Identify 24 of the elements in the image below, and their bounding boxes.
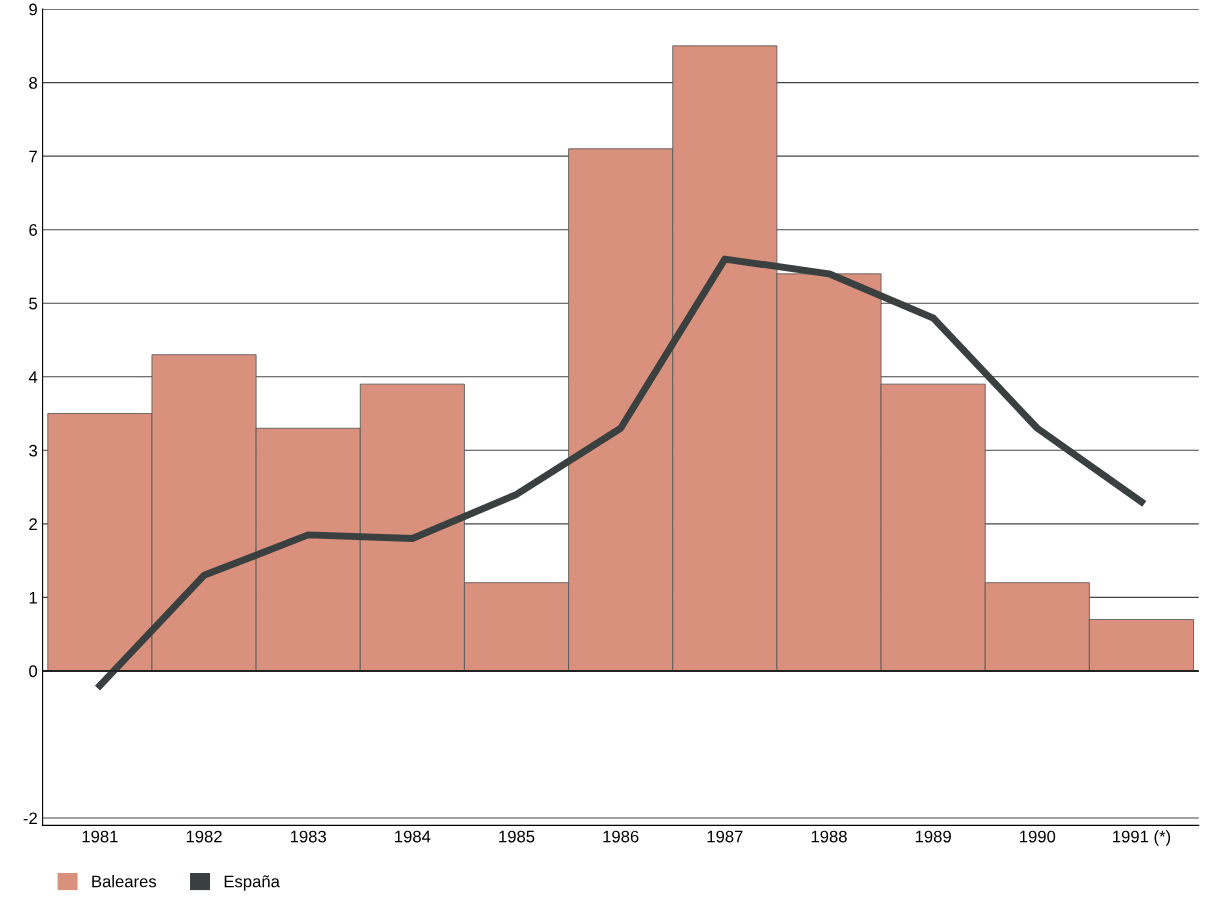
y-tick-label: 4: [28, 371, 38, 383]
x-tick-label: 1991 (*): [1113, 830, 1171, 846]
y-tick-label: 2: [29, 518, 37, 530]
y-tick-label: 0: [29, 665, 38, 678]
x-tick-label: 1990: [1020, 830, 1056, 843]
y-tick-label: 3: [29, 444, 37, 457]
y-tick-label: 1: [29, 591, 37, 604]
y-tick-label: 6: [29, 224, 37, 236]
y-tick-label: 8: [29, 77, 38, 89]
x-tick-label: 1982: [186, 830, 222, 843]
legend-label: Baleares: [92, 875, 157, 888]
y-tick-label: -2: [23, 812, 37, 825]
y-tick-label: 5: [29, 297, 38, 310]
x-tick-label: 1987: [707, 830, 743, 843]
x-tick-label: 1985: [499, 830, 535, 843]
y-tick-label: 7: [29, 150, 37, 163]
y-tick-label: 9: [29, 3, 37, 16]
x-tick-label: 1984: [395, 830, 431, 843]
x-tick-label: 1981: [82, 830, 118, 843]
x-tick-label: 1988: [811, 830, 847, 843]
x-tick-label: 1989: [915, 830, 951, 843]
x-tick-label: 1983: [290, 830, 326, 843]
legend-label: España: [224, 875, 280, 891]
x-tick-label: 1986: [603, 830, 639, 843]
